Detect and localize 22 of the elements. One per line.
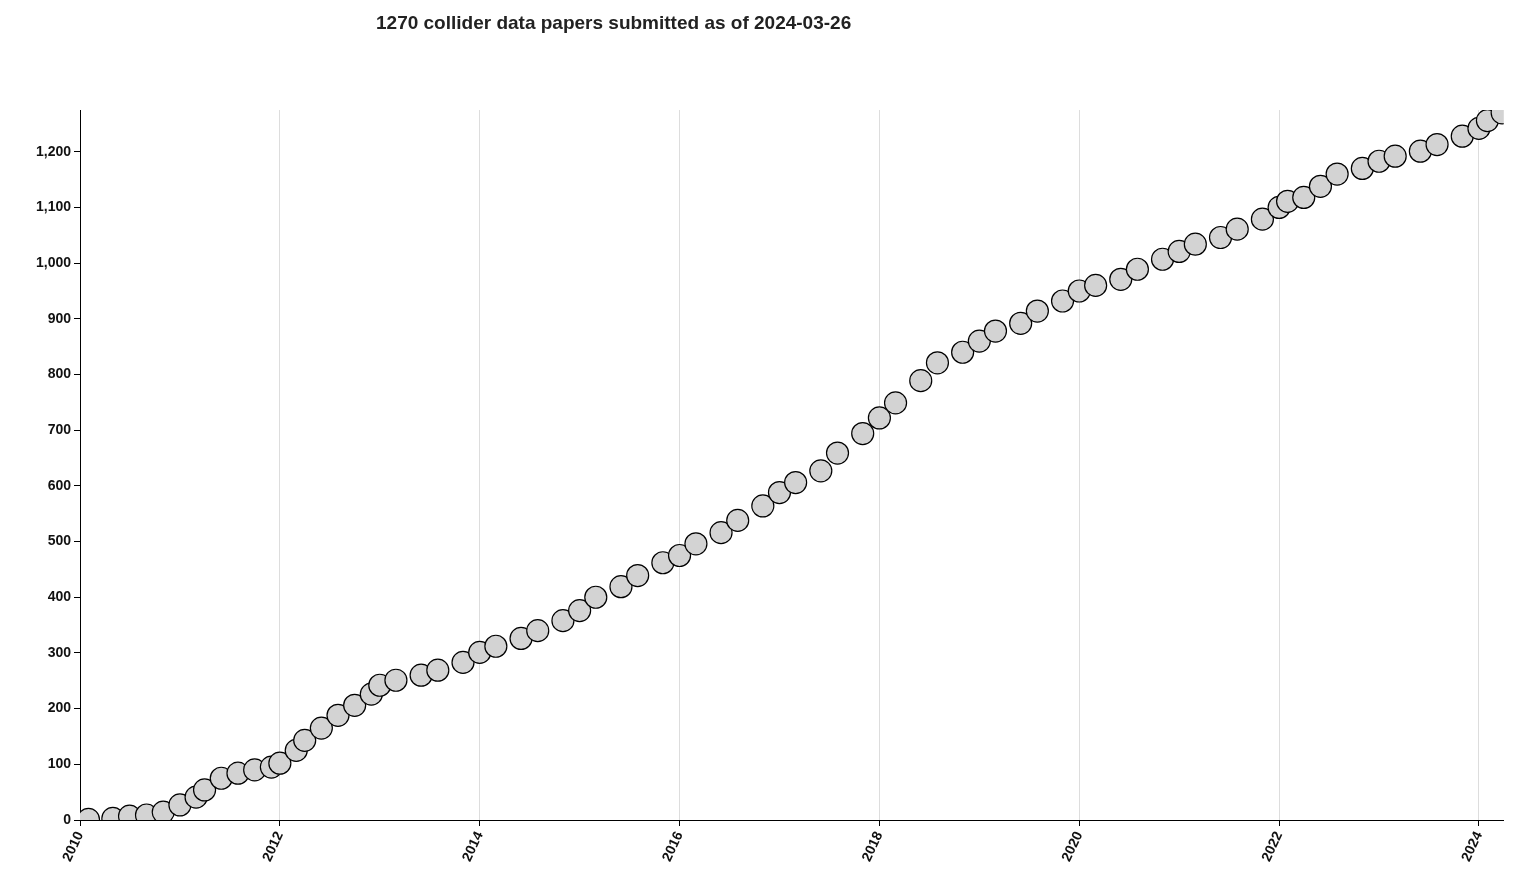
y-tick-label: 500	[47, 532, 72, 549]
x-tick-label: 2020	[1057, 828, 1086, 864]
x-tick-label: 2014	[458, 828, 486, 864]
y-tick-label: 300	[47, 643, 72, 660]
y-tick-label: 200	[47, 699, 72, 716]
y-tick-label: 100	[47, 755, 72, 772]
x-tick-label: 2024	[1457, 828, 1486, 864]
x-tick-label: 2012	[258, 828, 287, 864]
y-tick-label: 1,000	[35, 254, 72, 270]
y-tick-label: 1,200	[35, 142, 72, 159]
y-tick-label: 0	[63, 810, 72, 827]
y-tick-label: 600	[47, 476, 72, 493]
y-tick-label: 700	[47, 421, 72, 438]
y-tick-label: 800	[47, 365, 72, 382]
chart-title: 1270 collider data papers submitted as of 2024-03-26	[376, 12, 852, 34]
x-tick-label: 2022	[1257, 828, 1286, 864]
y-tick-label: 1,100	[35, 198, 72, 215]
x-tick-label: 2016	[658, 828, 686, 864]
x-tick-label: 2018	[857, 828, 886, 864]
y-tick-label: 400	[47, 588, 72, 605]
y-tick-label: 900	[47, 309, 72, 326]
x-tick-label: 2010	[58, 828, 87, 864]
